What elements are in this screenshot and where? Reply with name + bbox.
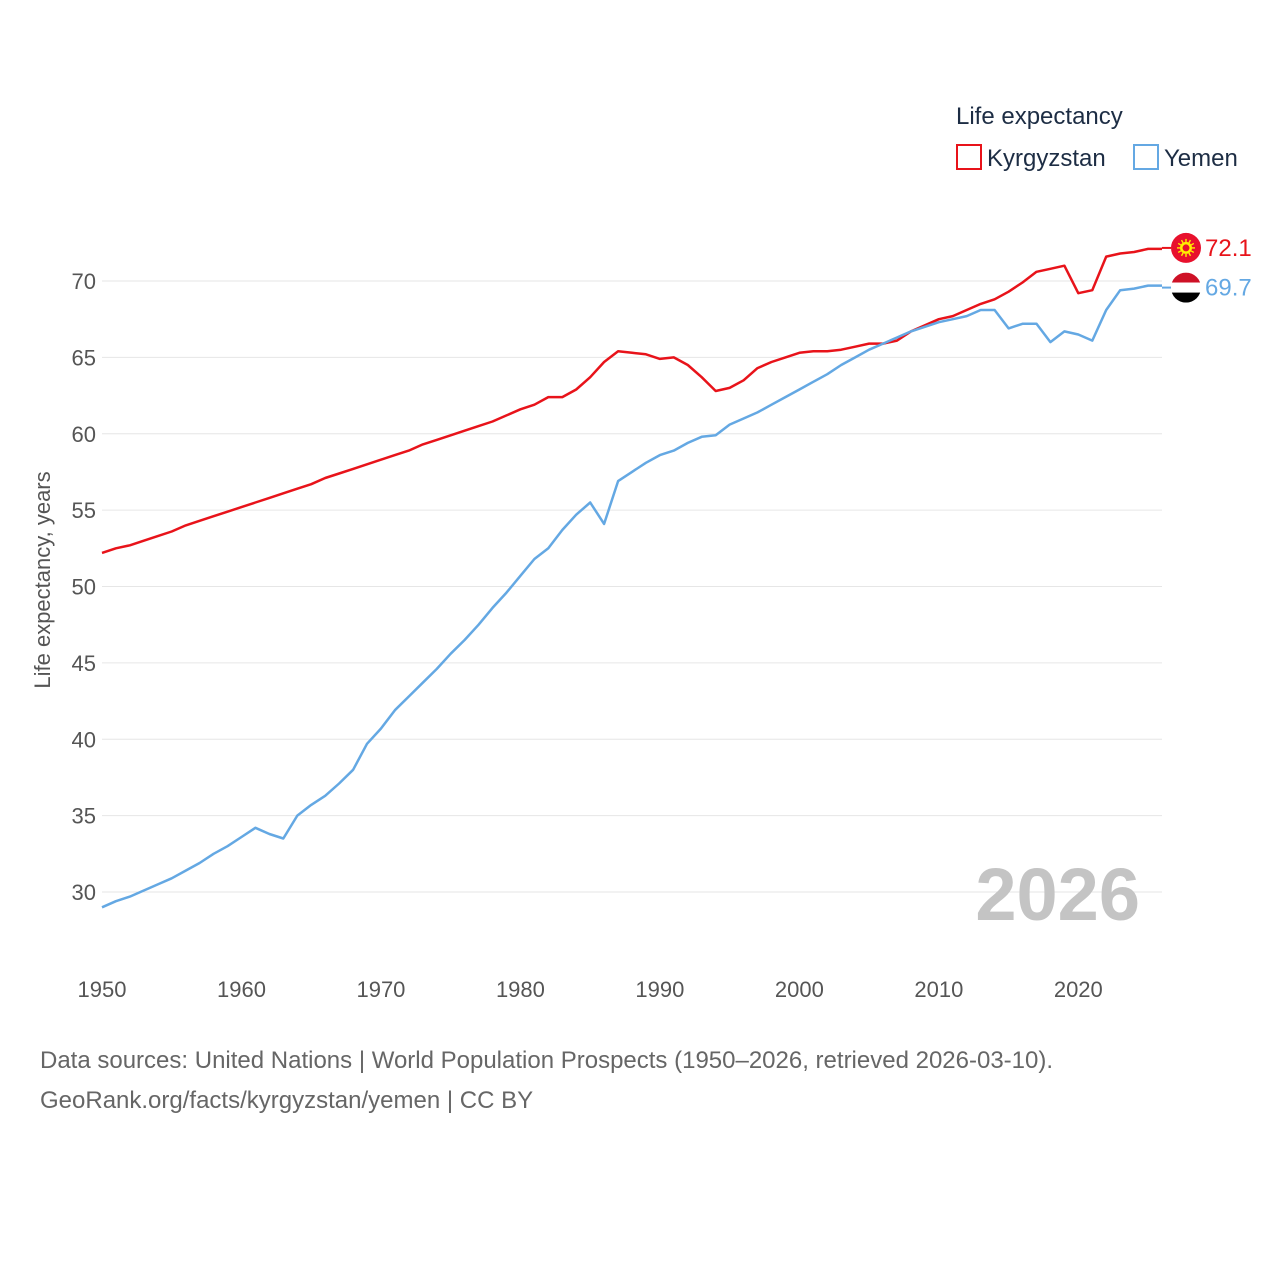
x-tick-label: 2010 (914, 977, 963, 1002)
source-line-2[interactable]: GeoRank.org/facts/kyrgyzstan/yemen | CC … (40, 1087, 533, 1114)
y-tick-label: 40 (72, 727, 96, 752)
end-value-yemen: 69.7 (1205, 275, 1252, 302)
x-tick-label: 1970 (356, 977, 405, 1002)
yemen-flag-icon (1171, 272, 1201, 303)
series-line-kyrgyzstan[interactable] (101, 247, 1162, 555)
y-tick-label: 30 (72, 880, 96, 905)
series-end-labels: 72.1 69.7 (1162, 232, 1252, 303)
x-tick-label: 1960 (217, 977, 266, 1002)
series-lines (101, 247, 1162, 909)
y-axis-label: Life expectancy, years (30, 471, 55, 688)
x-tick-label: 1950 (78, 977, 127, 1002)
source-line-1: Data sources: United Nations | World Pop… (40, 1047, 1053, 1074)
y-tick-label: 50 (72, 575, 96, 600)
y-tick-label: 35 (72, 804, 96, 829)
legend[interactable]: Life expectancy Kyrgyzstan Yemen (956, 103, 1238, 172)
legend-label-yemen[interactable]: Yemen (1164, 145, 1238, 172)
kyrgyzstan-flag-icon (1171, 232, 1201, 263)
grid-lines (102, 280, 1162, 893)
legend-label-kyrgyzstan[interactable]: Kyrgyzstan (987, 145, 1106, 172)
x-tick-label: 1990 (635, 977, 684, 1002)
y-tick-label: 65 (72, 345, 96, 370)
end-value-kyrgyzstan: 72.1 (1205, 235, 1252, 262)
legend-title: Life expectancy (956, 103, 1123, 130)
x-tick-label: 2000 (775, 977, 824, 1002)
y-tick-label: 55 (72, 498, 96, 523)
y-tick-label: 60 (72, 422, 96, 447)
y-tick-label: 70 (72, 269, 96, 294)
y-tick-label: 45 (72, 651, 96, 676)
series-line-yemen[interactable] (101, 284, 1162, 909)
current-year-label: 2026 (975, 853, 1140, 936)
x-tick-label: 1980 (496, 977, 545, 1002)
legend-swatch-kyrgyzstan[interactable] (956, 144, 982, 170)
x-axis-ticks: 1950 1960 1970 1980 1990 2000 2010 2020 (78, 977, 1103, 1002)
x-tick-label: 2020 (1054, 977, 1103, 1002)
y-axis-ticks: 30 35 40 45 50 55 60 65 70 (72, 269, 96, 905)
legend-swatch-yemen[interactable] (1133, 144, 1159, 170)
